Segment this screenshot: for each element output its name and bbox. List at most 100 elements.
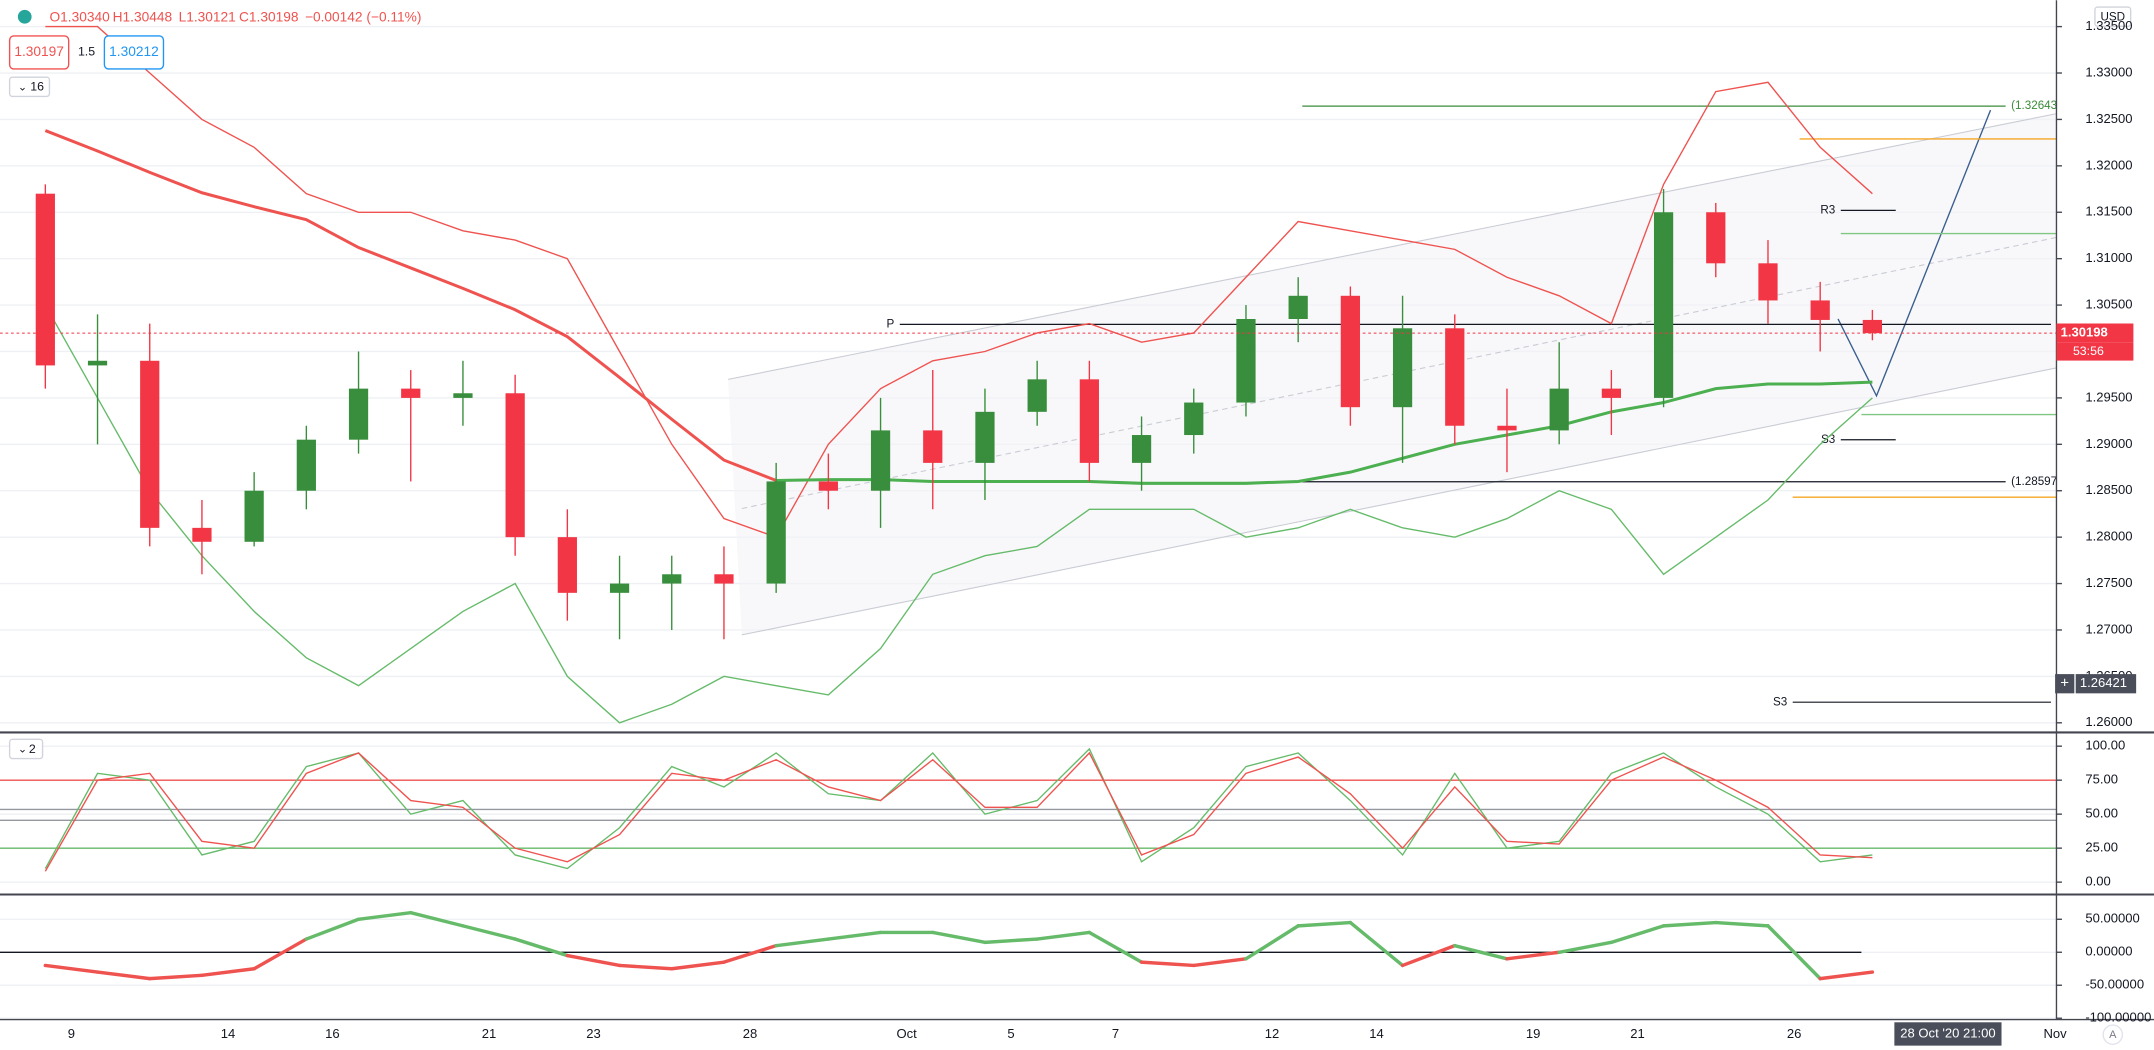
- projection: [1837, 109, 1992, 398]
- momentum-segment: [617, 963, 674, 971]
- pivot-label: P: [887, 317, 895, 330]
- pane-count[interactable]: 2: [29, 742, 36, 756]
- indicator-count[interactable]: 16: [30, 80, 44, 94]
- x-tick-label: 9: [68, 1026, 75, 1041]
- cursor-time-box: [1894, 1022, 2002, 1046]
- candle-body: [1810, 300, 1830, 320]
- candle-body: [1340, 295, 1360, 408]
- x-tick-label: 12: [1265, 1026, 1280, 1041]
- candle-body: [557, 537, 577, 593]
- pivot-label: (1.28597): [2011, 475, 2061, 488]
- momentum-segment: [1453, 943, 1509, 961]
- momentum-segment: [43, 963, 100, 974]
- candle-body: [87, 360, 108, 366]
- momentum-segment: [200, 967, 256, 978]
- x-tick-label: 21: [1630, 1026, 1645, 1041]
- auto-scale-button[interactable]: [2102, 1024, 2124, 1045]
- y-tick-label: 1.26000: [2085, 714, 2132, 729]
- momentum-segment: [1348, 920, 1405, 968]
- candle-body: [662, 574, 682, 584]
- momentum-segment: [1714, 920, 1770, 928]
- indicator-line: [44, 129, 777, 482]
- momentum-segment: [1244, 924, 1300, 961]
- cursor-price: 1.26421: [2080, 675, 2127, 690]
- pivot-label: (1.32643): [2011, 99, 2061, 112]
- momentum-segment: [409, 910, 465, 928]
- momentum-segment: [1766, 924, 1822, 981]
- pane-toggle[interactable]: [8, 738, 44, 760]
- candle-body: [296, 439, 316, 491]
- buy-price[interactable]: 1.30212: [109, 44, 159, 59]
- candle-body: [975, 411, 995, 463]
- buy-button[interactable]: [103, 35, 165, 70]
- momentum-segment: [513, 937, 570, 958]
- y-tick-label: 1.32500: [2085, 111, 2132, 126]
- momentum-segment: [565, 953, 622, 968]
- x-tick-label: Oct: [897, 1026, 918, 1041]
- candle-body: [609, 583, 630, 593]
- ohlc-change: −0.00142 (−0.11%): [305, 10, 421, 25]
- candle-body: [505, 393, 525, 538]
- y-tick-label: 1.31500: [2085, 204, 2132, 219]
- last-price: 1.30198: [2061, 325, 2108, 340]
- candle-body: [348, 388, 369, 440]
- y-tick-label: 1.33000: [2085, 64, 2132, 79]
- y-tick-label: 1.28000: [2085, 529, 2132, 544]
- ohlc-high: H1.30448: [113, 10, 173, 25]
- x-tick-label: 7: [1112, 1026, 1119, 1041]
- candle-body: [1862, 319, 1883, 334]
- momentum-segment: [774, 937, 831, 948]
- momentum-segment: [1557, 940, 1614, 954]
- candle-body: [1706, 212, 1726, 264]
- candle-body: [244, 490, 264, 542]
- countdown: 53:56: [2073, 344, 2104, 358]
- y-tick-label: 0.00: [2085, 874, 2110, 889]
- channel-line: [741, 363, 2075, 636]
- pivot-label: S3: [1821, 433, 1835, 446]
- momentum-segment: [252, 937, 309, 971]
- indicator-toggle[interactable]: [8, 76, 51, 98]
- momentum-segment: [1192, 957, 1248, 968]
- candle-body: [923, 430, 943, 463]
- x-tick-label: 26: [1787, 1026, 1802, 1041]
- candle-body: [870, 430, 891, 491]
- candle-body: [1392, 328, 1413, 408]
- momentum-segment: [1296, 920, 1353, 928]
- candle-body: [1758, 263, 1778, 301]
- candle-body: [1131, 435, 1152, 463]
- y-tick-label: -50.00000: [2085, 977, 2144, 992]
- y-tick-label: 50.00000: [2085, 911, 2139, 926]
- momentum-segment: [1139, 960, 1196, 968]
- toggle-arrow: ⌄: [18, 744, 27, 756]
- momentum-segment: [1035, 930, 1092, 941]
- auto-scale[interactable]: A: [2109, 1029, 2117, 1041]
- momentum-segment: [461, 924, 517, 941]
- momentum-segment: [95, 970, 152, 981]
- x-tick-label: 5: [1007, 1026, 1014, 1041]
- momentum-segment: [1609, 924, 1666, 945]
- sell-button[interactable]: [8, 35, 70, 70]
- pivot-label: R3: [1820, 203, 1835, 216]
- x-tick-label: 21: [482, 1026, 497, 1041]
- cursor-plus: +: [2060, 675, 2069, 692]
- y-tick-label: 1.30500: [2085, 297, 2132, 312]
- ohlc-low: L1.30121: [179, 10, 236, 25]
- x-tick-label: 28: [743, 1026, 758, 1041]
- sell-price[interactable]: 1.30197: [14, 44, 64, 59]
- momentum-segment: [1400, 943, 1457, 968]
- currency-box[interactable]: [2094, 6, 2132, 28]
- momentum-segment: [826, 930, 883, 941]
- currency[interactable]: USD: [2100, 10, 2125, 23]
- y-tick-label: 1.27000: [2085, 621, 2132, 636]
- y-tick-label: 75.00: [2085, 772, 2118, 787]
- candle-body: [140, 360, 160, 528]
- momentum-segment: [304, 917, 361, 941]
- time-axis-bg: [0, 1019, 2154, 1050]
- candle-body: [453, 393, 473, 398]
- symbol-icon: [17, 9, 32, 24]
- cursor-price-box: [2075, 674, 2137, 694]
- candle-body: [1549, 388, 1569, 431]
- x-tick-label: 19: [1526, 1026, 1541, 1041]
